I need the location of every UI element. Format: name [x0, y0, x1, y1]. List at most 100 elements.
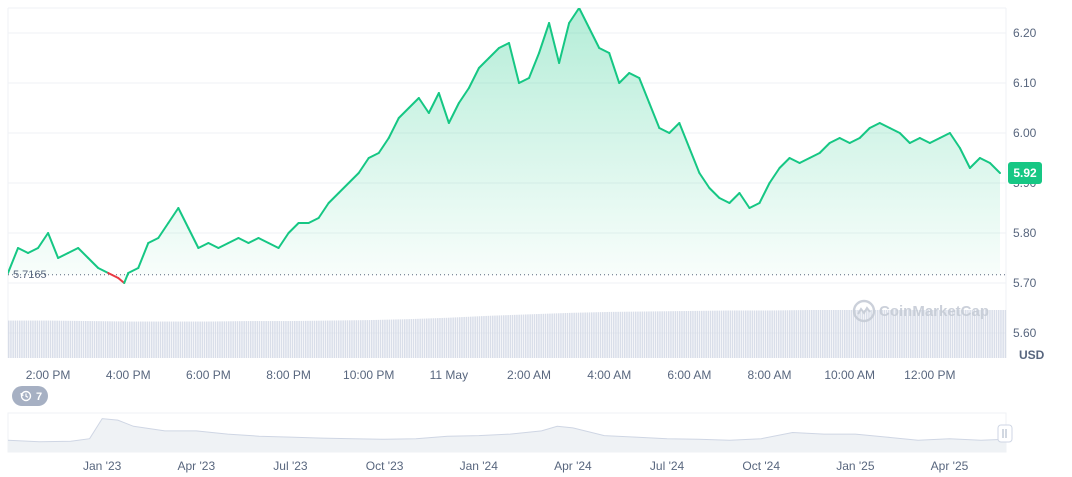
price-line-segment — [888, 127, 901, 134]
volume-bar — [894, 310, 897, 358]
volume-bar — [758, 310, 760, 358]
range-badge-label: 7 — [36, 391, 42, 403]
volume-bar — [538, 313, 540, 358]
volume-bar — [786, 310, 789, 358]
volume-bar — [872, 310, 875, 358]
volume-bar — [175, 321, 177, 358]
volume-bar — [558, 313, 560, 358]
volume-bar — [685, 311, 688, 358]
volume-bar — [450, 317, 452, 358]
range-badge[interactable]: 7 — [12, 386, 48, 406]
volume-bar — [705, 310, 707, 358]
volume-bar — [727, 310, 729, 358]
volume-bar — [511, 314, 514, 358]
volume-bar — [795, 310, 798, 358]
volume-bar — [679, 311, 681, 358]
currency-label: USD — [1019, 348, 1045, 362]
volume-bar — [560, 313, 562, 358]
volume-bar — [709, 310, 712, 358]
price-line-segment — [728, 192, 741, 204]
volume-bar — [672, 311, 674, 358]
volume-bar — [769, 310, 771, 358]
price-line-segment — [47, 232, 60, 259]
navigator-tick-label: Jan '23 — [83, 459, 122, 473]
volume-bar — [767, 310, 769, 358]
navigator[interactable] — [7, 412, 1007, 453]
volume-bar — [703, 310, 705, 358]
volume-bar — [76, 320, 78, 358]
volume-bar — [564, 313, 567, 358]
volume-bar — [239, 321, 241, 358]
volume-bar — [327, 320, 329, 358]
volume-bar — [762, 310, 765, 358]
price-line-segment — [928, 137, 941, 144]
price-line-segment — [688, 147, 701, 174]
volume-bar — [593, 312, 595, 358]
volume-bar — [991, 310, 993, 358]
volume-bar — [923, 310, 925, 358]
price-line-segment — [17, 247, 30, 254]
volume-bar — [514, 314, 516, 358]
price-line-segment — [277, 232, 290, 249]
volume-bar — [720, 310, 723, 358]
navigator-handle-box[interactable] — [997, 424, 1013, 443]
volume-bar — [846, 310, 848, 358]
volume-bar — [951, 310, 954, 358]
volume-bar — [245, 321, 248, 358]
volume-bar — [390, 319, 393, 358]
price-line-segment — [838, 137, 851, 144]
volume-bar — [280, 321, 283, 358]
volume-bar — [485, 315, 487, 358]
volume-bar — [144, 321, 146, 358]
volume-bar — [503, 315, 505, 358]
volume-bar — [907, 310, 910, 358]
volume-bar — [181, 321, 184, 358]
volume-bar — [637, 311, 639, 358]
current-price-label: 5.92 — [1013, 166, 1037, 180]
volume-bar — [989, 310, 991, 358]
volume-bar — [617, 311, 619, 358]
volume-bar — [34, 320, 36, 358]
volume-bar — [331, 320, 333, 358]
volume-bar — [784, 310, 787, 358]
volume-bar — [694, 310, 696, 358]
volume-bar — [452, 317, 454, 358]
volume-bar — [995, 310, 998, 358]
volume-bar — [41, 320, 43, 358]
price-line-segment — [167, 207, 180, 224]
price-line-segment — [828, 137, 841, 144]
volume-bar — [932, 310, 934, 358]
volume-bar — [201, 321, 204, 358]
navigator-line — [7, 418, 1007, 443]
navigator-tick-label: Jan '24 — [460, 459, 499, 473]
price-line-segment — [758, 182, 771, 204]
volume-bar — [107, 321, 109, 358]
navigator-handle[interactable] — [997, 424, 1013, 443]
volume-bar — [269, 321, 272, 358]
volume-bar — [483, 316, 485, 358]
volume-bar — [591, 312, 593, 358]
volume-bar — [958, 310, 960, 358]
volume-bar — [599, 312, 602, 358]
volume-bar — [729, 310, 732, 358]
volume-bar — [866, 310, 868, 358]
volume-bar — [120, 321, 122, 358]
volume-bar — [714, 310, 716, 358]
volume-bar — [947, 310, 949, 358]
volume-bar — [212, 321, 215, 358]
volume-bar — [254, 321, 256, 358]
x-tick-label: 4:00 AM — [587, 368, 631, 382]
price-line-segment — [808, 152, 821, 159]
volume-bar — [135, 321, 138, 358]
navigator-tick-label: Jul '24 — [650, 459, 685, 473]
volume-bar — [219, 321, 221, 358]
volume-bar — [368, 320, 371, 358]
volume-bar — [60, 320, 63, 358]
volume-bar — [896, 310, 899, 358]
x-tick-label: 4:00 PM — [106, 368, 151, 382]
price-line-segment — [798, 157, 811, 164]
price-line-segment — [37, 232, 50, 249]
y-tick-label: 5.60 — [1013, 326, 1037, 340]
volume-bar — [14, 320, 17, 358]
